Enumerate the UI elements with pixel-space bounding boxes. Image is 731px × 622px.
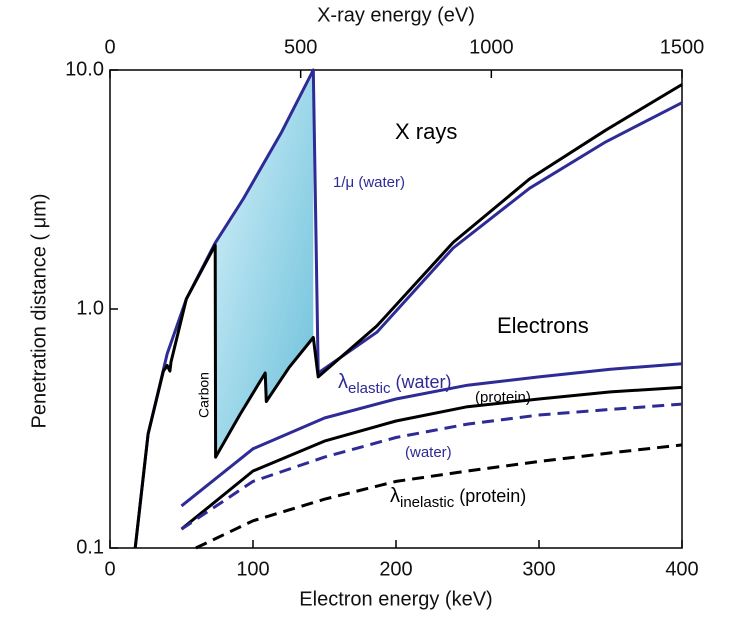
annotation-suffix: (water) — [396, 372, 452, 392]
annotation: λinelastic(protein) — [390, 485, 526, 511]
x-tick-label: 100 — [236, 558, 269, 580]
annotation: (water) — [405, 444, 452, 461]
chart: Electron energy (keV) X-ray energy (eV) … — [0, 0, 731, 622]
x2-tick-label: 0 — [104, 36, 115, 58]
annotation-subscript: inelastic — [400, 494, 455, 511]
annotation: 1/μ (water) — [333, 174, 405, 191]
x-tick-label: 0 — [104, 558, 115, 580]
annotation-symbol: λ — [338, 371, 348, 393]
x2-tick-label: 500 — [284, 36, 317, 58]
x-tick-label: 200 — [379, 558, 412, 580]
x2-tick-label: 1500 — [660, 36, 705, 58]
x-axis-label: Electron energy (keV) — [299, 588, 492, 610]
annotation: (protein) — [475, 389, 531, 406]
x2-axis-label: X-ray energy (eV) — [317, 4, 475, 26]
annotation-symbol: λ — [390, 485, 400, 507]
x-tick-label: 300 — [522, 558, 555, 580]
annotation: Electrons — [497, 313, 589, 338]
page: Electron energy (keV) X-ray energy (eV) … — [0, 0, 731, 622]
y-tick-label: 0.1 — [76, 536, 104, 558]
annotation: X rays — [395, 119, 457, 144]
y-tick-label: 10.0 — [65, 58, 104, 80]
annotation: λelastic (water) — [338, 371, 452, 397]
water-fill — [215, 70, 313, 457]
annotation-suffix: (protein) — [459, 486, 526, 506]
y-axis-label: Penetration distance ( μm) — [28, 194, 50, 429]
x-tick-label: 400 — [665, 558, 698, 580]
x2-tick-label: 1000 — [469, 36, 514, 58]
y-tick-label: 1.0 — [76, 297, 104, 319]
annotation: Carbon — [196, 372, 212, 418]
annotation-subscript: elastic — [348, 380, 391, 397]
